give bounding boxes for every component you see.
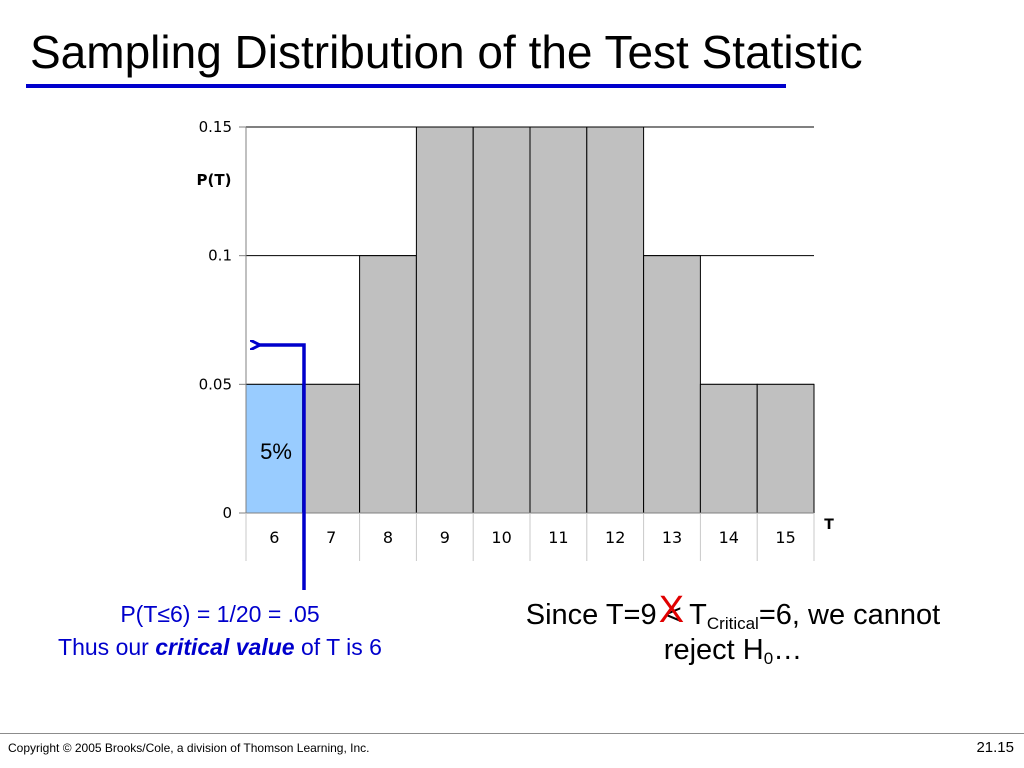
x-tick-label-11: 11 [548, 528, 568, 547]
copyright-text: Copyright © 2005 Brooks/Cole, a division… [8, 741, 370, 755]
x-tick-label-7: 7 [326, 528, 336, 547]
bars [245, 126, 815, 514]
x-tick-label-9: 9 [440, 528, 450, 547]
critical-value-line: Thus our critical value of T is 6 [0, 631, 440, 664]
y-tick-label-2: 0.1 [208, 247, 232, 265]
less-than-sign: < [664, 599, 682, 631]
critical-value-note: P(T≤6) = 1/20 = .05 Thus our critical va… [0, 598, 440, 664]
critical-value-post: of T is 6 [294, 634, 382, 660]
bar-6 [245, 383, 304, 514]
conclusion-pre: Since T=9 [525, 599, 665, 631]
footer-divider [0, 733, 1024, 734]
conclusion-note: Since T=9 < X TCritical=6, we cannot reje… [468, 591, 998, 668]
x-tick-label-8: 8 [383, 528, 393, 547]
x-tick-label-6: 6 [269, 528, 279, 547]
conclusion-line-2: reject H0… [468, 633, 998, 668]
x-tick-labels: 6 7 8 9 10 11 12 13 14 15 [245, 513, 815, 561]
critical-value-emphasis: critical value [155, 634, 295, 660]
probability-line: P(T≤6) = 1/20 = .05 [120, 601, 320, 627]
x-tick-label-14: 14 [719, 528, 739, 547]
y-axis-label: P(T) [197, 171, 232, 189]
reject-text: reject H [663, 634, 764, 666]
bar-12 [586, 126, 645, 514]
y-tick-labels: 0 0.05 0.1 0.15 [199, 118, 246, 522]
bar-8 [359, 255, 417, 514]
x-tick-label-10: 10 [491, 528, 511, 547]
cross-mark: X [658, 589, 685, 631]
bar-15 [756, 383, 815, 514]
x-tick-label-15: 15 [775, 528, 795, 547]
y-tick-label-0: 0 [222, 504, 232, 522]
less-than-crossed: < X [659, 591, 684, 633]
x-tick-label-13: 13 [662, 528, 682, 547]
bar-14 [699, 383, 758, 514]
y-tick-label-3: 0.15 [199, 118, 232, 136]
critical-subscript: Critical [706, 614, 759, 633]
y-tick-label-1: 0.05 [199, 375, 232, 393]
bar-9 [415, 126, 474, 514]
bar-11 [529, 126, 588, 514]
bar-13 [643, 255, 701, 514]
slide-title: Sampling Distribution of the Test Statis… [30, 26, 863, 78]
h0-subscript: 0 [763, 649, 774, 668]
bar-7 [302, 383, 361, 514]
t-label: T [681, 599, 707, 631]
bar-10 [472, 126, 531, 514]
title-underline [26, 84, 786, 88]
slide-number: 21.15 [976, 739, 1014, 756]
critical-value-arrow [258, 345, 306, 590]
conclusion-post: =6, we cannot [758, 599, 941, 631]
critical-value-pre: Thus our [58, 634, 156, 660]
conclusion-line-1: Since T=9 < X TCritical=6, we cannot [468, 591, 998, 633]
x-axis-label: T [824, 517, 834, 533]
x-tick-label-12: 12 [605, 528, 625, 547]
ellipsis: … [773, 634, 803, 666]
highlight-percent-label: 5% [260, 439, 292, 464]
bar-chart: 0 0.05 0.1 0.15 6 7 8 9 10 11 12 13 14 15 P(T) T 5% [197, 118, 834, 590]
